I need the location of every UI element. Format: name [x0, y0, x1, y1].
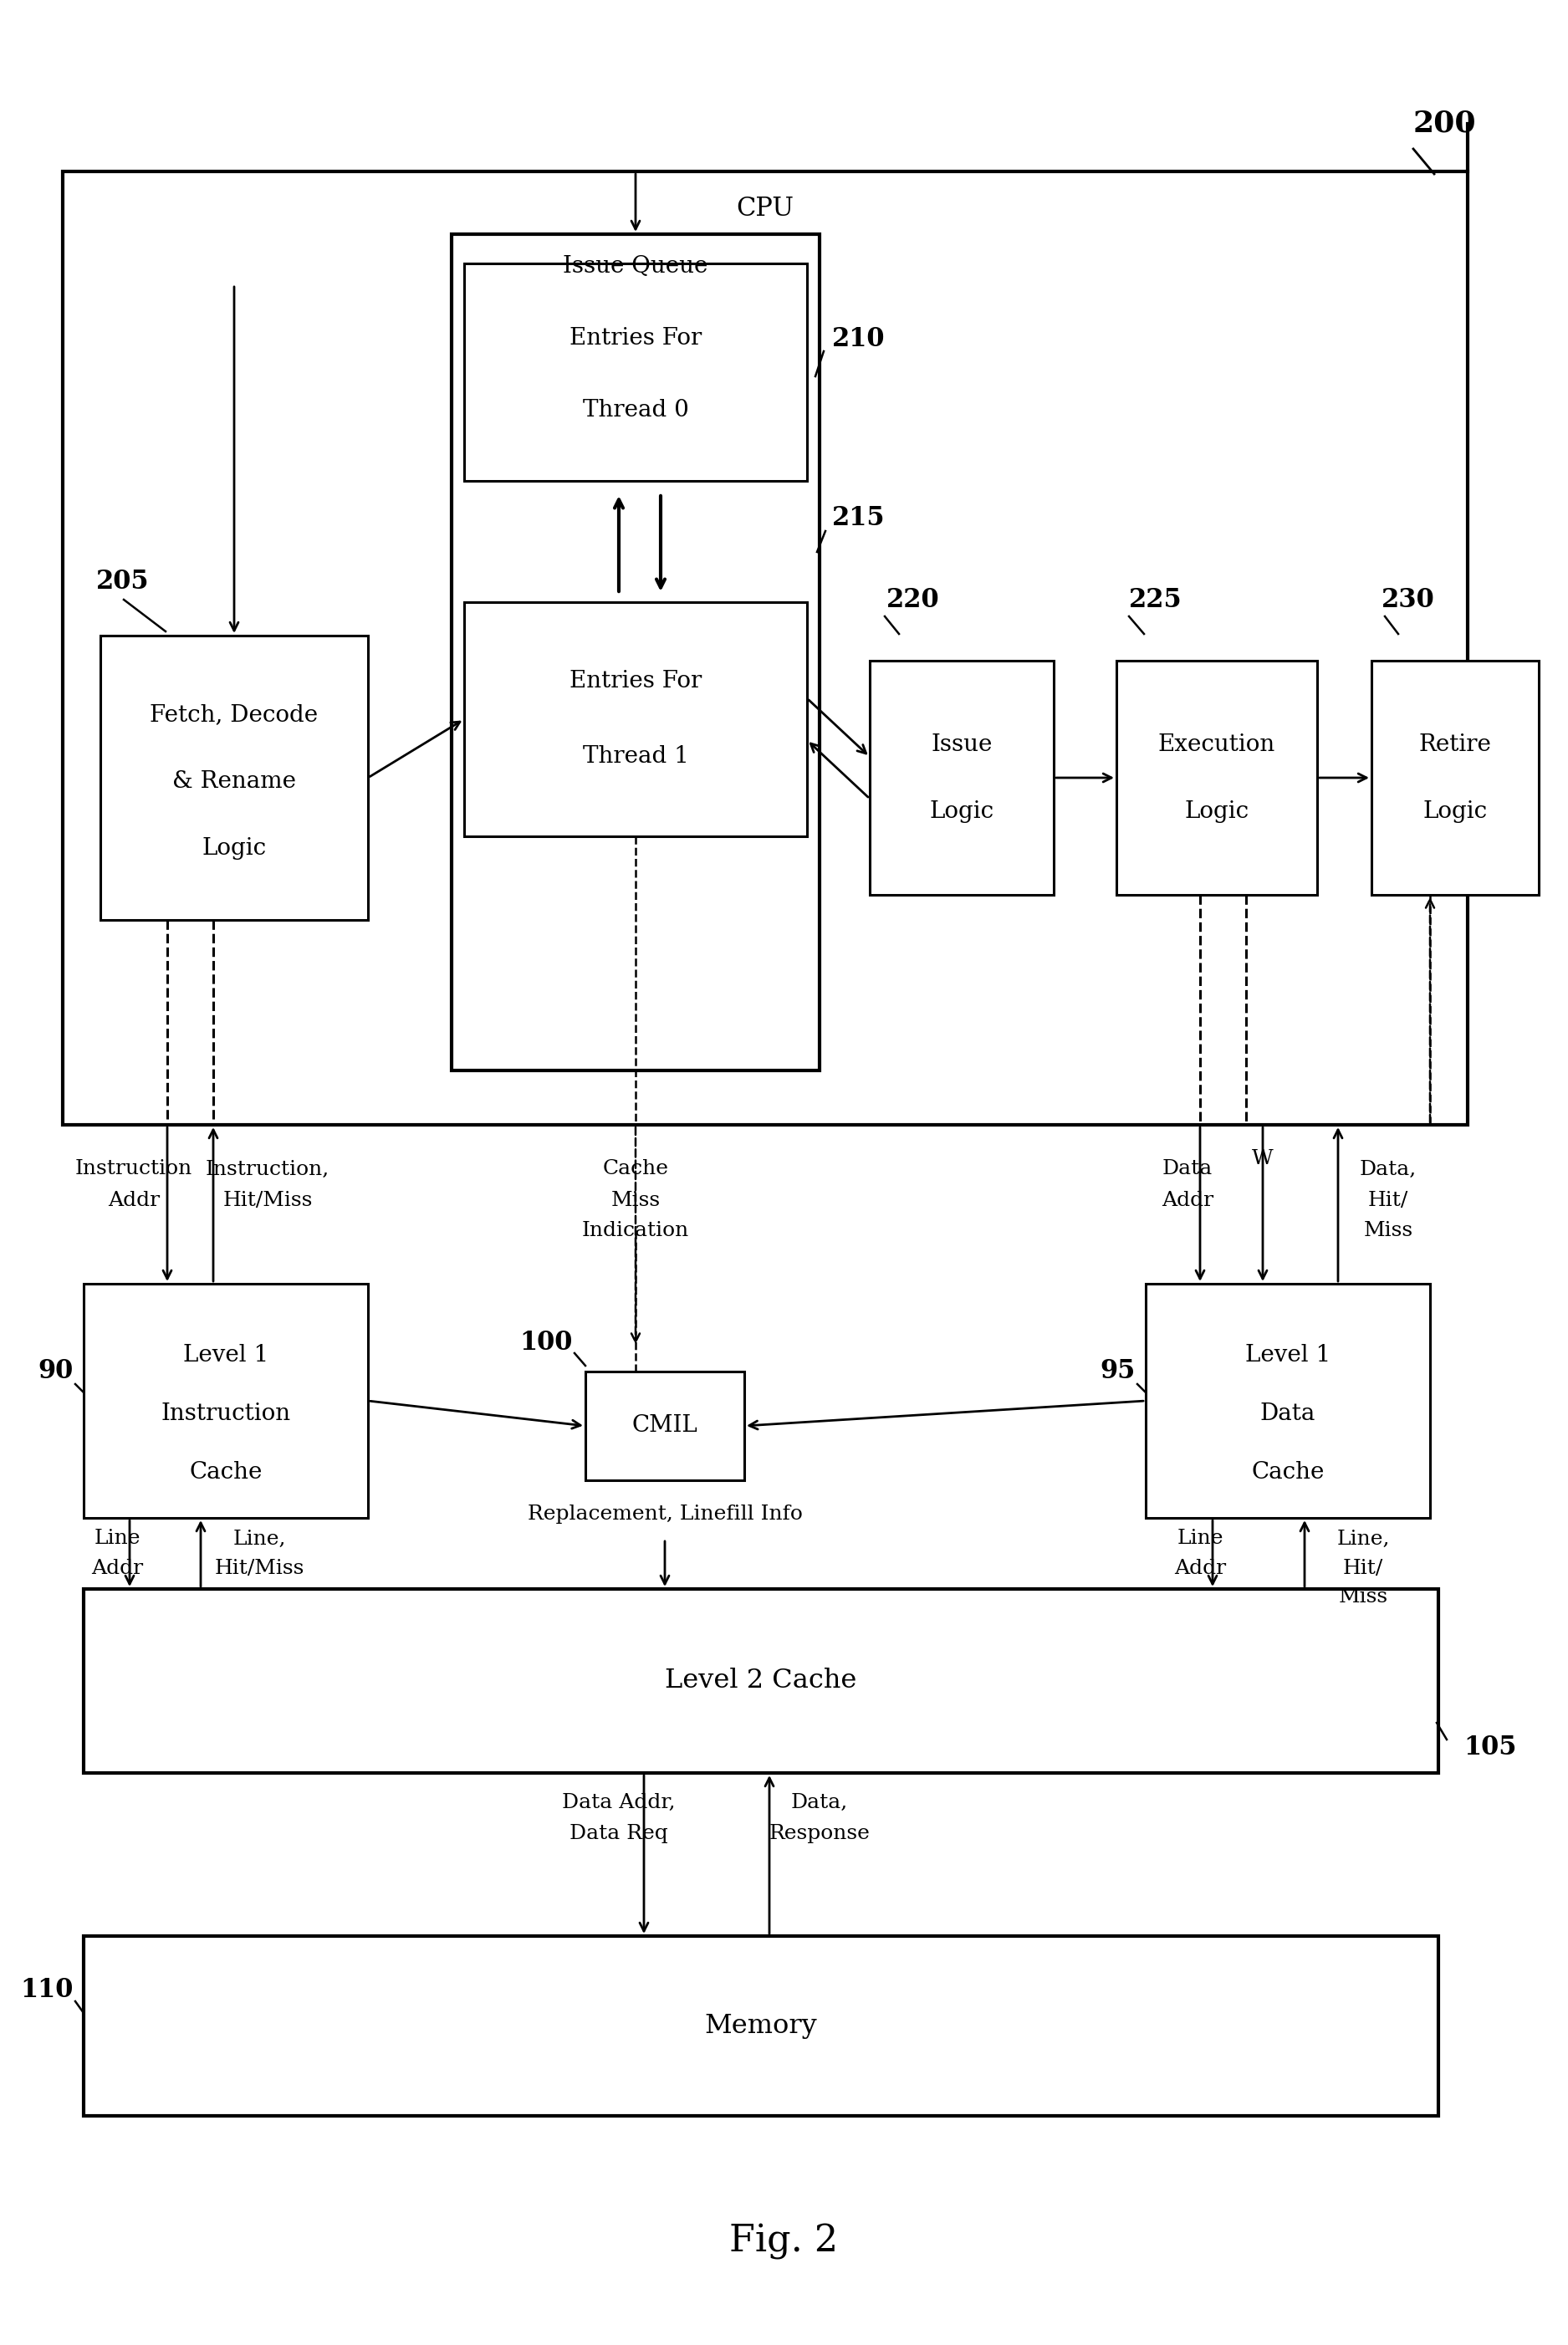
- Text: 230: 230: [1381, 589, 1435, 614]
- Text: Level 1: Level 1: [1245, 1344, 1331, 1367]
- Text: 95: 95: [1101, 1358, 1135, 1384]
- Text: Line,: Line,: [232, 1529, 285, 1548]
- Text: Hit/Miss: Hit/Miss: [223, 1191, 312, 1210]
- Text: CPU: CPU: [737, 197, 793, 223]
- Text: W: W: [1251, 1149, 1273, 1168]
- Text: 105: 105: [1463, 1735, 1516, 1761]
- Text: Instruction,: Instruction,: [205, 1158, 329, 1180]
- Text: Instruction: Instruction: [75, 1158, 193, 1180]
- Text: Data: Data: [1162, 1158, 1212, 1180]
- Bar: [464, 263, 808, 481]
- Text: Cache: Cache: [602, 1158, 668, 1180]
- Text: Level 1: Level 1: [183, 1344, 268, 1367]
- Text: Thread 0: Thread 0: [583, 399, 688, 422]
- Text: Hit/: Hit/: [1342, 1559, 1383, 1578]
- Text: 225: 225: [1129, 589, 1182, 614]
- Bar: [1146, 1283, 1430, 1517]
- Text: CMIL: CMIL: [632, 1414, 698, 1437]
- Text: Logic: Logic: [202, 837, 267, 861]
- Text: Entries For: Entries For: [569, 671, 702, 692]
- Text: Replacement, Linefill Info: Replacement, Linefill Info: [527, 1503, 803, 1524]
- Bar: [464, 603, 808, 837]
- Text: Thread 1: Thread 1: [583, 746, 688, 769]
- Text: 210: 210: [833, 326, 886, 352]
- Bar: [100, 635, 368, 919]
- Text: Entries For: Entries For: [569, 328, 702, 349]
- Text: Hit/: Hit/: [1367, 1191, 1408, 1210]
- Text: Addr: Addr: [1174, 1559, 1226, 1578]
- Text: & Rename: & Rename: [172, 772, 296, 793]
- Text: Cache: Cache: [1251, 1461, 1325, 1482]
- Text: 90: 90: [38, 1358, 74, 1384]
- Bar: [585, 1372, 745, 1480]
- Text: Retire: Retire: [1419, 734, 1491, 755]
- Text: Issue: Issue: [931, 734, 993, 755]
- Text: Logic: Logic: [930, 800, 994, 823]
- Text: Fig. 2: Fig. 2: [729, 2223, 837, 2258]
- Text: Data,: Data,: [1359, 1158, 1417, 1180]
- Text: Data,: Data,: [790, 1792, 848, 1813]
- Text: Issue Queue: Issue Queue: [563, 256, 709, 277]
- Bar: [83, 1937, 1438, 2115]
- Text: Logic: Logic: [1422, 800, 1488, 823]
- Text: 110: 110: [20, 1977, 74, 2003]
- Text: Miss: Miss: [1364, 1222, 1413, 1241]
- Text: 205: 205: [96, 567, 149, 593]
- Text: Miss: Miss: [1339, 1588, 1388, 1606]
- Text: Line: Line: [94, 1529, 140, 1548]
- Bar: [63, 171, 1468, 1126]
- Text: Memory: Memory: [704, 2012, 817, 2038]
- Text: 200: 200: [1413, 110, 1477, 138]
- Text: 100: 100: [521, 1330, 572, 1355]
- Text: Data: Data: [1261, 1402, 1316, 1426]
- Text: 215: 215: [833, 507, 886, 532]
- Text: Execution: Execution: [1159, 734, 1275, 755]
- Bar: [870, 661, 1054, 896]
- Text: Fetch, Decode: Fetch, Decode: [151, 704, 318, 727]
- Text: Hit/Miss: Hit/Miss: [215, 1559, 304, 1578]
- Bar: [1116, 661, 1317, 896]
- Text: Addr: Addr: [1162, 1191, 1214, 1210]
- Text: Line: Line: [1178, 1529, 1223, 1548]
- Text: Data Addr,: Data Addr,: [563, 1792, 676, 1813]
- Text: Response: Response: [768, 1824, 870, 1843]
- Bar: [1372, 661, 1538, 896]
- Text: Logic: Logic: [1184, 800, 1250, 823]
- Text: Data Req: Data Req: [569, 1824, 668, 1843]
- Bar: [83, 1590, 1438, 1773]
- Text: Cache: Cache: [190, 1461, 262, 1482]
- Text: 220: 220: [886, 589, 939, 614]
- Bar: [452, 235, 820, 1069]
- Text: Miss: Miss: [612, 1191, 660, 1210]
- Text: Addr: Addr: [108, 1191, 160, 1210]
- Text: Indication: Indication: [582, 1222, 690, 1241]
- Text: Addr: Addr: [91, 1559, 143, 1578]
- Bar: [83, 1283, 368, 1517]
- Text: Instruction: Instruction: [162, 1402, 290, 1426]
- Text: Line,: Line,: [1336, 1529, 1389, 1548]
- Text: Level 2 Cache: Level 2 Cache: [665, 1667, 856, 1693]
